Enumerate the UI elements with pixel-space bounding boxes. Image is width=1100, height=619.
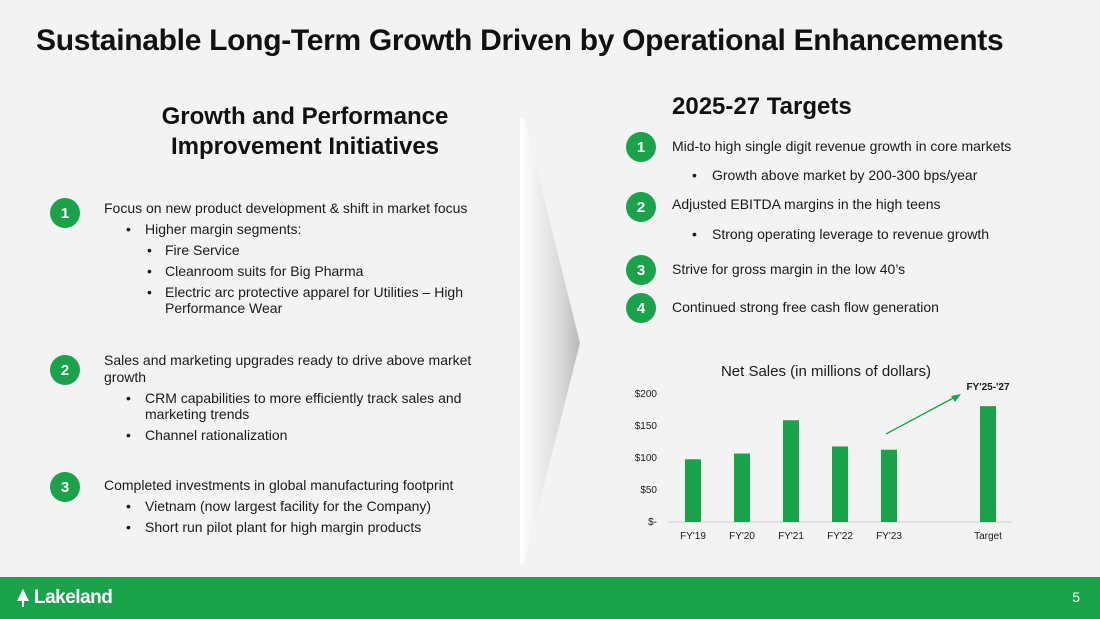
- net-sales-chart: Net Sales (in millions of dollars) $- $50…: [635, 363, 1012, 542]
- tree-icon: [17, 589, 29, 607]
- initiative-1-badge: 1: [50, 198, 80, 228]
- growth-arrow-line: [885, 395, 958, 435]
- target-2-sub: Strong operating leverage to revenue gro…: [692, 226, 989, 242]
- initiatives-heading-line1: Growth and Performance: [161, 103, 449, 130]
- target-2-badge: 2: [626, 192, 656, 222]
- targets-heading: 2025-27 Targets: [672, 93, 852, 120]
- bar: [881, 449, 897, 522]
- company-logo: Lakeland: [16, 587, 113, 609]
- target-annotation: FY'25-'27: [966, 382, 1010, 393]
- page-number: 5: [1072, 589, 1080, 605]
- initiative-1-title: Focus on new product development & shift…: [104, 200, 468, 216]
- target-3-badge: 3: [626, 255, 656, 285]
- bar: [783, 420, 799, 522]
- target-4-text: Continued strong free cash flow generati…: [672, 299, 939, 315]
- initiative-3-bullet: Vietnam (now largest facility for the Co…: [104, 498, 484, 514]
- initiatives-heading: Growth and Performance Improvement Initi…: [120, 102, 490, 162]
- target-1-sub: Growth above market by 200-300 bps/year: [692, 167, 977, 183]
- target-3-text: Strive for gross margin in the low 40’s: [672, 261, 906, 277]
- y-tick-label: $50: [640, 485, 657, 496]
- initiative-1-bullet-text: Higher margin segments:: [145, 221, 302, 237]
- growth-arrow-head: [951, 394, 961, 402]
- chart-title: Net Sales (in millions of dollars): [721, 363, 931, 380]
- target-4-badge: 4: [626, 293, 656, 323]
- section-divider-arrow: [520, 118, 580, 564]
- x-tick-label: FY'19: [680, 531, 706, 542]
- x-tick-label: FY'22: [827, 531, 853, 542]
- x-tick-label: FY'20: [729, 531, 755, 542]
- bar: [980, 406, 996, 522]
- bar: [832, 446, 848, 522]
- bars: [685, 406, 996, 522]
- initiative-1-sub-bullet: Fire Service: [145, 242, 484, 258]
- x-tick-label: FY'23: [876, 531, 902, 542]
- x-tick-label: Target: [974, 531, 1002, 542]
- x-tick-labels: FY'19 FY'20 FY'21 FY'22 FY'23 Target: [680, 531, 1002, 542]
- target-2-text: Adjusted EBITDA margins in the high teen…: [672, 196, 941, 212]
- y-tick-label: $200: [635, 389, 658, 400]
- initiative-2-bullet: Channel rationalization: [104, 427, 484, 443]
- initiative-2-title: Sales and marketing upgrades ready to dr…: [104, 352, 472, 385]
- target-1-badge: 1: [626, 132, 656, 162]
- logo-text: Lakeland: [34, 587, 113, 608]
- y-tick-label: $150: [635, 421, 658, 432]
- slide-title: Sustainable Long-Term Growth Driven by O…: [36, 24, 1004, 57]
- x-tick-label: FY'21: [778, 531, 804, 542]
- initiative-1-sub-bullet: Electric arc protective apparel for Util…: [145, 284, 484, 316]
- initiative-2-badge: 2: [50, 355, 80, 385]
- target-1-text: Mid-to high single digit revenue growth …: [672, 138, 1012, 154]
- initiative-3-title: Completed investments in global manufact…: [104, 477, 454, 493]
- y-tick-label: $100: [635, 453, 658, 464]
- bar: [734, 453, 750, 522]
- footer-bar: Lakeland 5: [0, 577, 1100, 619]
- initiative-1-sub-bullet: Cleanroom suits for Big Pharma: [145, 263, 484, 279]
- initiative-1: Focus on new product development & shift…: [104, 200, 484, 321]
- initiatives-heading-line2: Improvement Initiatives: [170, 133, 440, 160]
- initiative-3-bullet: Short run pilot plant for high margin pr…: [104, 519, 484, 535]
- initiative-1-bullet: Higher margin segments: Fire Service Cle…: [104, 221, 484, 316]
- bar: [685, 459, 701, 522]
- y-tick-labels: $- $50 $100 $150 $200: [635, 389, 658, 528]
- initiative-3: Completed investments in global manufact…: [104, 477, 484, 540]
- initiative-2-bullet: CRM capabilities to more efficiently tra…: [104, 390, 484, 422]
- y-tick-label: $-: [648, 517, 657, 528]
- initiative-2: Sales and marketing upgrades ready to dr…: [104, 352, 484, 448]
- initiative-3-badge: 3: [50, 472, 80, 502]
